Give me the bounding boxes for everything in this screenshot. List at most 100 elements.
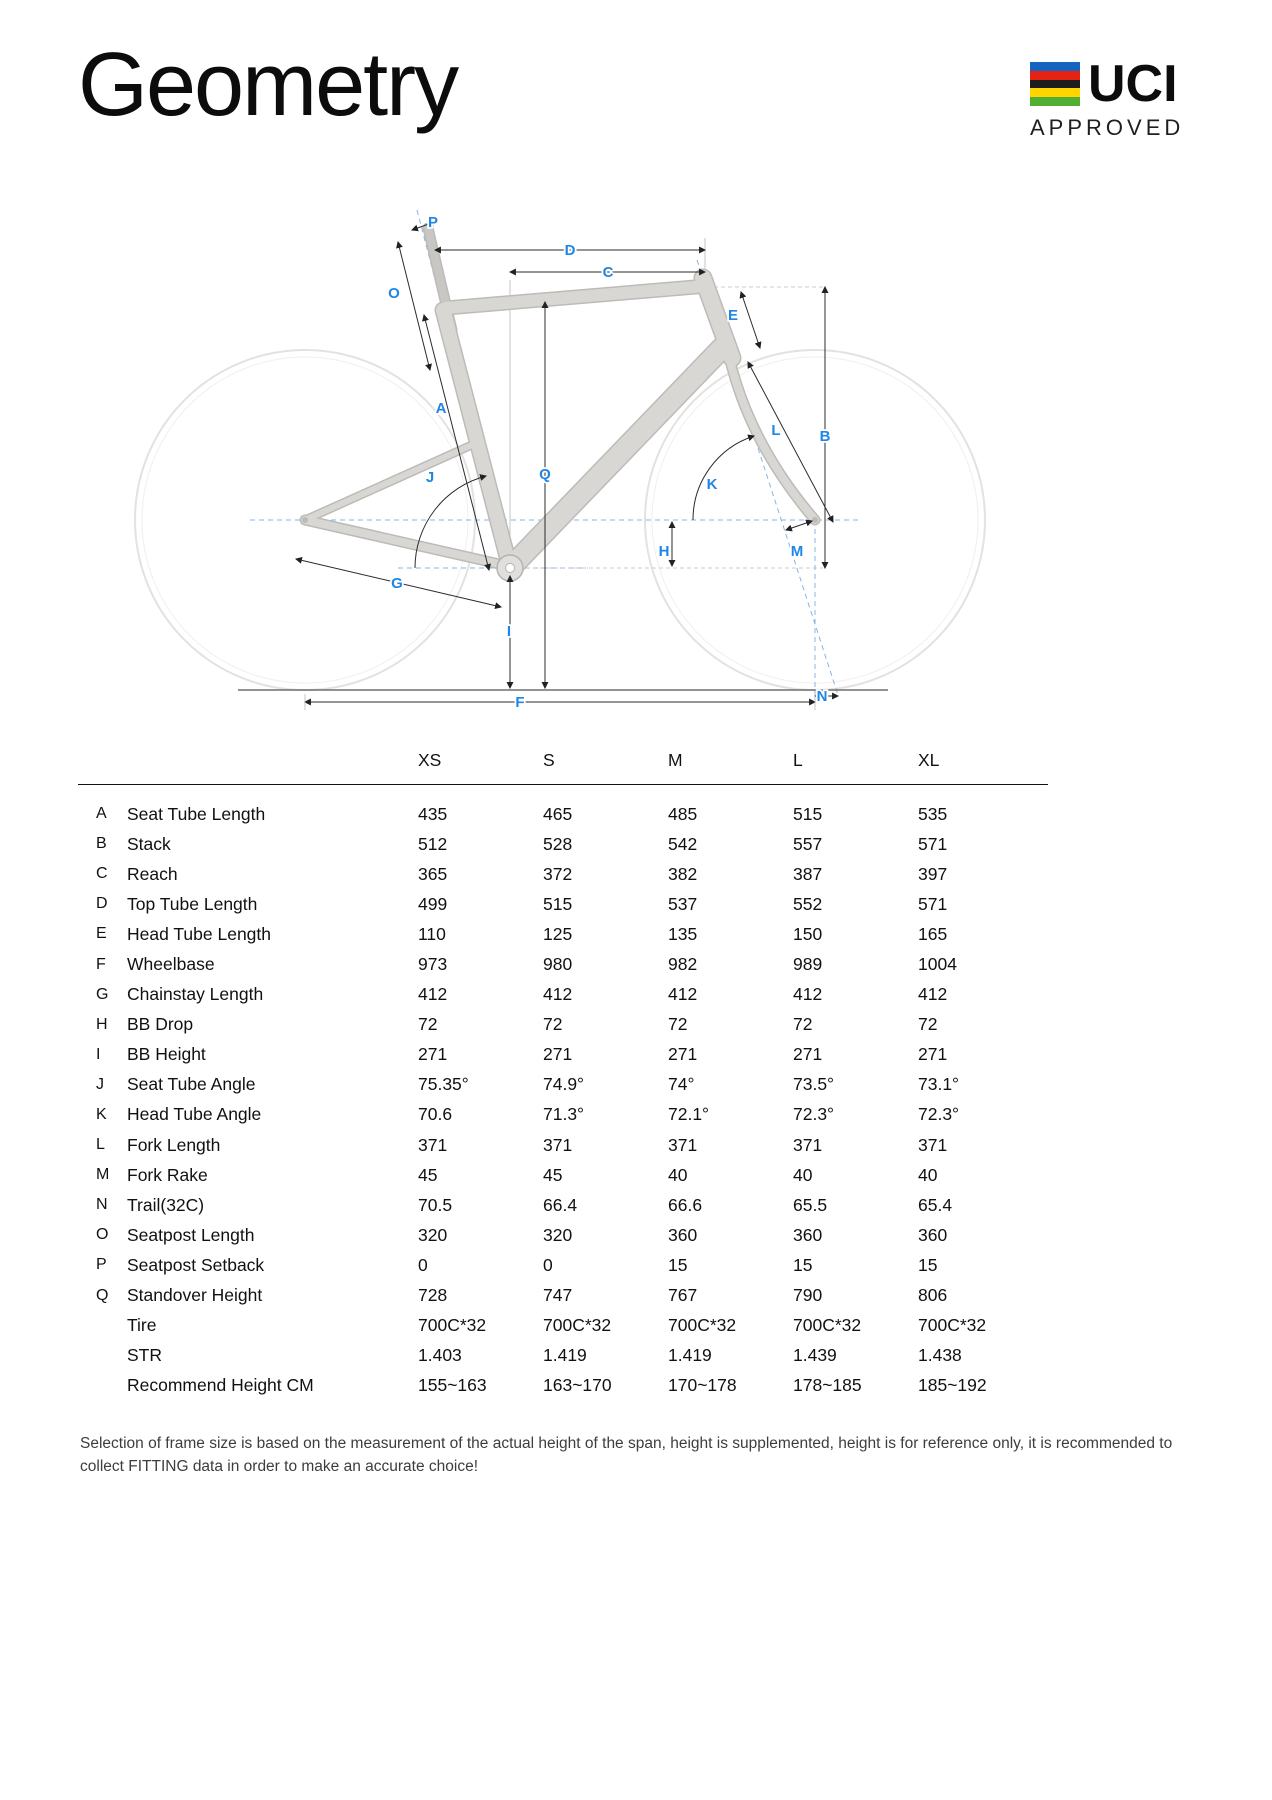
row-value-s: 465 (543, 803, 573, 824)
label-f: F (515, 694, 524, 711)
row-value-l: 515 (793, 803, 823, 824)
row-value-xl: 397 (918, 863, 948, 884)
row-name: STR (127, 1345, 162, 1366)
row-value-l: 271 (793, 1044, 823, 1065)
row-value-m: 382 (668, 863, 698, 884)
row-value-m: 700C*32 (668, 1315, 737, 1336)
row-value-xl: 700C*32 (918, 1315, 987, 1336)
row-value-xs: 320 (418, 1224, 448, 1245)
row-value-xs: 110 (418, 923, 446, 944)
row-value-xs: 973 (418, 954, 448, 975)
row-letter: K (96, 1105, 107, 1123)
table-row: L Fork Length 371 371 371 371 371 (96, 1130, 1056, 1160)
row-value-s: 700C*32 (543, 1315, 612, 1336)
label-q: Q (539, 466, 551, 483)
table-row: F Wheelbase 973 980 982 989 1004 (96, 949, 1056, 979)
row-letter: I (96, 1045, 101, 1063)
row-value-s: 372 (543, 863, 573, 884)
row-name: Head Tube Length (127, 923, 272, 944)
row-letter: N (96, 1196, 108, 1214)
frame-fill (301, 224, 819, 576)
bottom-bracket-hole (505, 563, 515, 573)
table-row: STR 1.403 1.419 1.419 1.439 1.438 (96, 1341, 1056, 1371)
row-value-xl: 72 (918, 1014, 938, 1035)
row-value-s: 71.3° (543, 1104, 585, 1125)
row-value-l: 360 (793, 1224, 823, 1245)
row-name: Trail(32C) (127, 1194, 205, 1215)
row-value-xs: 700C*32 (418, 1315, 487, 1336)
row-letter: C (96, 865, 108, 883)
row-value-s: 515 (543, 893, 573, 914)
label-b: B (820, 428, 831, 445)
table-row: D Top Tube Length 499 515 537 552 571 (96, 889, 1056, 919)
row-name: Wheelbase (127, 954, 215, 975)
table-row: E Head Tube Length 110 125 135 150 165 (96, 919, 1056, 949)
footer-note: Selection of frame size is based on the … (80, 1435, 1173, 1476)
row-value-xs: 435 (418, 803, 448, 824)
row-value-s: 980 (543, 954, 573, 975)
table-row: J Seat Tube Angle 75.35° 74.9° 74° 73.5°… (96, 1070, 1056, 1100)
row-name: Top Tube Length (127, 893, 258, 914)
row-value-m: 412 (668, 984, 698, 1005)
row-value-m: 15 (668, 1254, 688, 1275)
row-name: Fork Length (127, 1134, 221, 1155)
row-value-l: 790 (793, 1285, 823, 1306)
size-col-xl: XL (918, 749, 940, 770)
front-dropout (812, 517, 818, 523)
dimension-lines (294, 219, 840, 710)
row-value-xs: 75.35° (418, 1074, 469, 1095)
row-value-l: 65.5 (793, 1194, 828, 1215)
row-value-xl: 165 (918, 923, 948, 944)
table-row: C Reach 365 372 382 387 397 (96, 859, 1056, 889)
row-letter: J (96, 1075, 104, 1093)
row-value-s: 1.419 (543, 1345, 587, 1366)
row-letter: A (96, 805, 107, 823)
row-name: Recommend Height CM (127, 1375, 314, 1396)
row-value-xl: 1.438 (918, 1345, 962, 1366)
row-letter: E (96, 925, 107, 943)
row-value-m: 135 (668, 923, 698, 944)
row-value-m: 72.1° (668, 1104, 710, 1125)
label-o: O (388, 285, 400, 302)
row-value-xl: 271 (918, 1044, 948, 1065)
row-value-m: 170~178 (668, 1375, 737, 1396)
row-name: Head Tube Angle (127, 1104, 262, 1125)
table-row: A Seat Tube Length 435 465 485 515 535 (96, 799, 1056, 829)
row-value-xl: 535 (918, 803, 948, 824)
table-row: B Stack 512 528 542 557 571 (96, 829, 1056, 859)
row-value-m: 40 (668, 1164, 688, 1185)
row-value-xl: 185~192 (918, 1375, 987, 1396)
uci-stripe-yellow (1030, 88, 1080, 98)
label-a: A (436, 400, 447, 417)
row-value-xl: 40 (918, 1164, 938, 1185)
row-letter: B (96, 835, 107, 853)
row-value-xs: 271 (418, 1044, 448, 1065)
size-col-l: L (793, 749, 803, 770)
row-value-s: 747 (543, 1285, 573, 1306)
row-letter: O (96, 1226, 109, 1244)
table-header: XS S M L XL (96, 742, 1056, 778)
row-value-l: 371 (793, 1134, 823, 1155)
row-name: Reach (127, 863, 178, 884)
row-value-l: 40 (793, 1164, 813, 1185)
dimension-labels: P D C O E A B L Q J K H M G I F N (386, 212, 832, 713)
table-row: P Seatpost Setback 0 0 15 15 15 (96, 1250, 1056, 1280)
row-value-xl: 371 (918, 1134, 948, 1155)
row-value-l: 178~185 (793, 1375, 862, 1396)
label-e: E (728, 307, 738, 324)
table-row: N Trail(32C) 70.5 66.4 66.6 65.5 65.4 (96, 1190, 1056, 1220)
uci-logo-row: UCI (1030, 58, 1200, 110)
table-row: Recommend Height CM 155~163 163~170 170~… (96, 1371, 1056, 1401)
row-value-xs: 499 (418, 893, 448, 914)
row-value-l: 412 (793, 984, 823, 1005)
row-value-xs: 0 (418, 1254, 428, 1275)
row-value-xs: 70.5 (418, 1194, 453, 1215)
label-k: K (707, 476, 718, 493)
row-value-l: 989 (793, 954, 823, 975)
row-value-l: 72 (793, 1014, 813, 1035)
row-name: Seat Tube Length (127, 803, 266, 824)
row-value-xl: 360 (918, 1224, 948, 1245)
label-l: L (771, 422, 780, 439)
bike-geometry-diagram: P D C O E A B L Q J K H M G I F N (134, 209, 986, 713)
